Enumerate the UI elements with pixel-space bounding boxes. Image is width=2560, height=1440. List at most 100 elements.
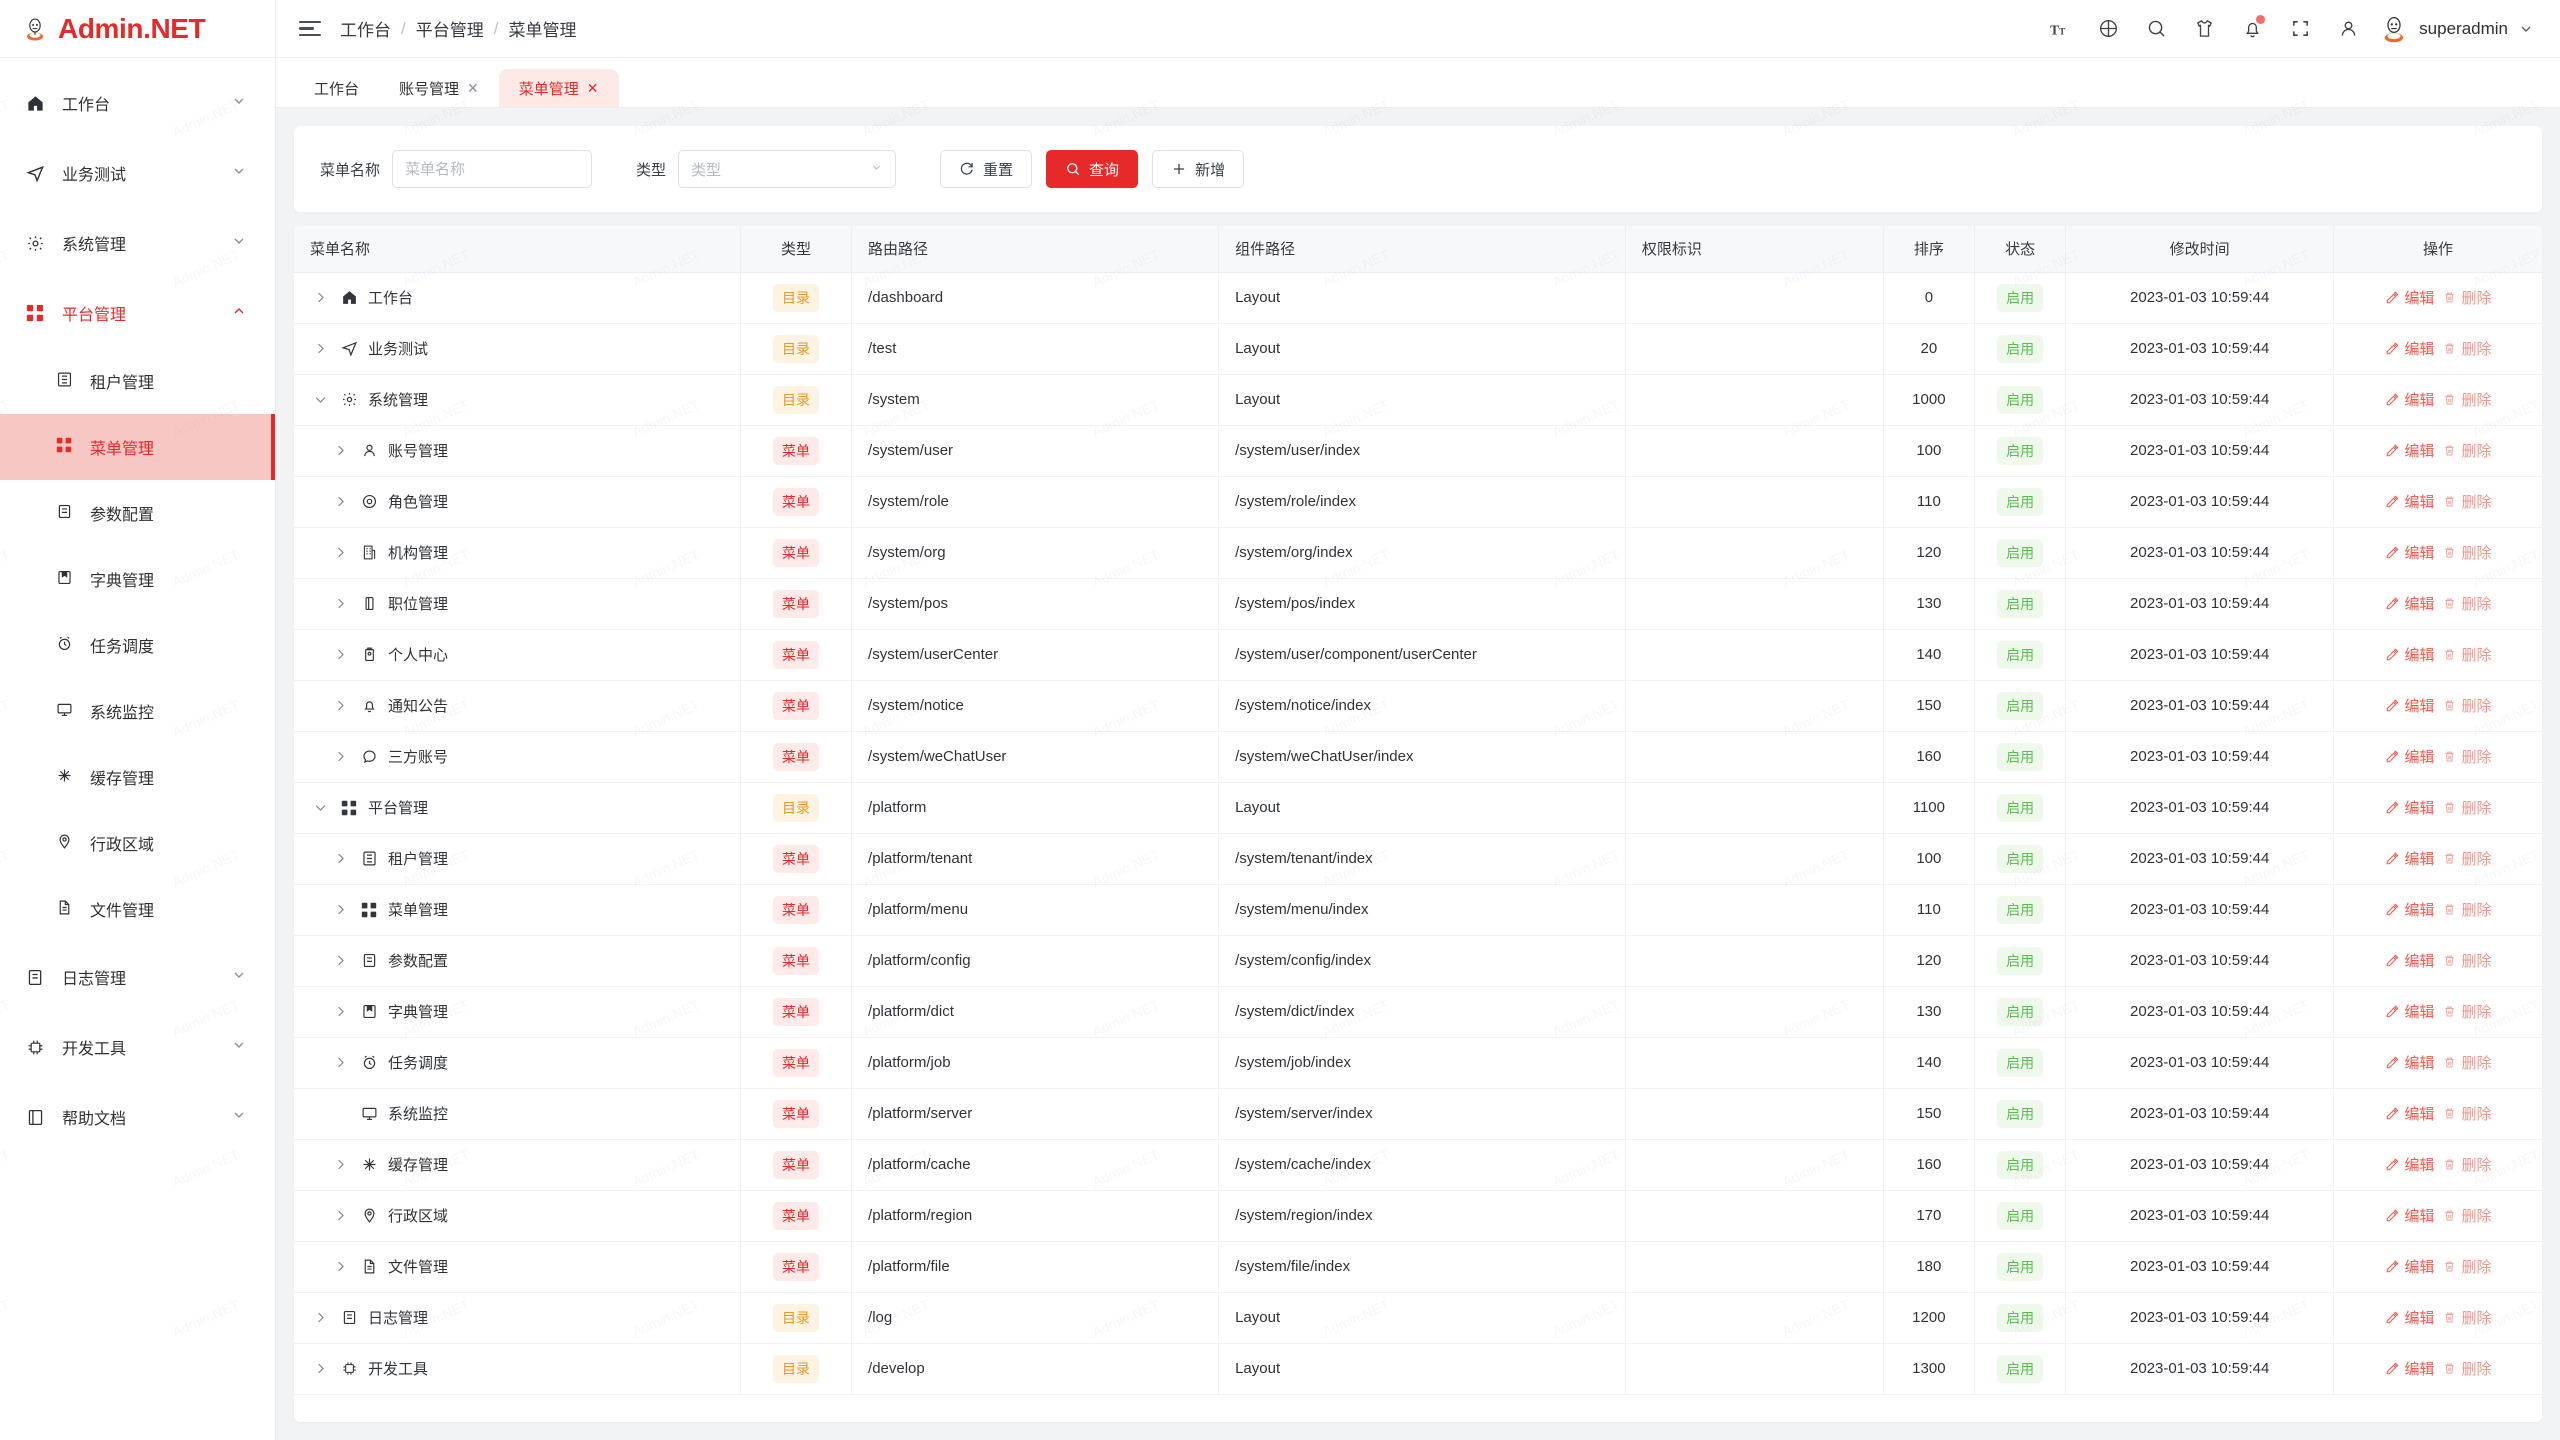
tab-account[interactable]: 账号管理 ✕ xyxy=(379,69,499,107)
chevron-down-icon[interactable] xyxy=(231,93,249,113)
column-header-permission[interactable]: 权限标识 xyxy=(1625,226,1884,273)
chevron-down-icon[interactable] xyxy=(231,163,249,183)
column-header-sort[interactable]: 排序 xyxy=(1883,226,1976,273)
chevron-down-icon[interactable] xyxy=(2518,21,2534,37)
chevron-down-icon[interactable] xyxy=(310,392,330,407)
chevron-right-icon[interactable] xyxy=(310,341,330,356)
chevron-right-icon[interactable] xyxy=(330,953,350,968)
table-row[interactable]: 任务调度 菜单/platform/job/system/job/index 140 启… xyxy=(294,1037,2542,1089)
table-row[interactable]: 账号管理 菜单/system/user/system/user/index 100 启… xyxy=(294,425,2542,477)
sidebar-item-config[interactable]: 参数配置 xyxy=(0,480,275,546)
chevron-right-icon[interactable] xyxy=(330,1055,350,1070)
delete-button[interactable]: 删除 xyxy=(2442,338,2492,359)
chevron-down-icon[interactable] xyxy=(231,1037,249,1057)
table-row[interactable]: 缓存管理 菜单/platform/cache/system/cache/index… xyxy=(294,1139,2542,1191)
sidebar-item-monitor[interactable]: 系统监控 xyxy=(0,678,275,744)
chevron-right-icon[interactable] xyxy=(310,1310,330,1325)
close-icon[interactable]: ✕ xyxy=(467,79,479,96)
theme-shirt-icon[interactable] xyxy=(2189,14,2219,44)
edit-button[interactable]: 编辑 xyxy=(2385,899,2435,920)
sidebar-item-menu[interactable]: 菜单管理 xyxy=(0,414,275,480)
edit-button[interactable]: 编辑 xyxy=(2385,491,2435,512)
chevron-up-icon[interactable] xyxy=(231,303,249,323)
breadcrumb-item-0[interactable]: 工作台 xyxy=(340,21,391,40)
table-row[interactable]: 开发工具 目录/develop Layout 1300 启用 2023-01-03 10:… xyxy=(294,1343,2542,1395)
column-header-component[interactable]: 组件路径 xyxy=(1218,226,1626,273)
chevron-right-icon[interactable] xyxy=(310,290,330,305)
edit-button[interactable]: 编辑 xyxy=(2385,542,2435,563)
edit-button[interactable]: 编辑 xyxy=(2385,287,2435,308)
edit-button[interactable]: 编辑 xyxy=(2385,1358,2435,1379)
edit-button[interactable]: 编辑 xyxy=(2385,950,2435,971)
delete-button[interactable]: 删除 xyxy=(2442,542,2492,563)
edit-button[interactable]: 编辑 xyxy=(2385,1205,2435,1226)
delete-button[interactable]: 删除 xyxy=(2442,1256,2492,1277)
chevron-right-icon[interactable] xyxy=(330,851,350,866)
table-row[interactable]: 系统管理 目录/system Layout 1000 启用 2023-01-03 10:5… xyxy=(294,374,2542,426)
table-row[interactable]: 参数配置 菜单/platform/config/system/config/ind… xyxy=(294,935,2542,987)
table-row[interactable]: 工作台 目录/dashboard Layout 0 启用 2023-01-03 10:59… xyxy=(294,272,2542,324)
brand-logo[interactable]: Admin.NET xyxy=(0,0,275,58)
table-row[interactable]: 行政区域 菜单/platform/region/system/region/ind… xyxy=(294,1190,2542,1242)
chevron-right-icon[interactable] xyxy=(330,494,350,509)
edit-button[interactable]: 编辑 xyxy=(2385,695,2435,716)
sidebar-item-dict[interactable]: 字典管理 xyxy=(0,546,275,612)
tab-dashboard[interactable]: 工作台 xyxy=(294,69,379,107)
chevron-right-icon[interactable] xyxy=(330,545,350,560)
delete-button[interactable]: 删除 xyxy=(2442,389,2492,410)
sidebar-item-tenant[interactable]: 租户管理 xyxy=(0,348,275,414)
table-row[interactable]: 个人中心 菜单/system/userCenter/system/user/com… xyxy=(294,629,2542,681)
table-row[interactable]: 字典管理 菜单/platform/dict/system/dict/index 13… xyxy=(294,986,2542,1038)
breadcrumb-item-1[interactable]: 平台管理 xyxy=(415,21,484,40)
delete-button[interactable]: 删除 xyxy=(2442,695,2492,716)
tab-menu[interactable]: 菜单管理 ✕ xyxy=(498,69,619,107)
edit-button[interactable]: 编辑 xyxy=(2385,797,2435,818)
delete-button[interactable]: 删除 xyxy=(2442,1001,2492,1022)
chevron-down-icon[interactable] xyxy=(231,967,249,987)
delete-button[interactable]: 删除 xyxy=(2442,848,2492,869)
table-row[interactable]: 租户管理 菜单/platform/tenant/system/tenant/ind… xyxy=(294,833,2542,885)
delete-button[interactable]: 删除 xyxy=(2442,1154,2492,1175)
table-row[interactable]: 通知公告 菜单/system/notice/system/notice/index… xyxy=(294,680,2542,732)
chevron-down-icon[interactable] xyxy=(310,800,330,815)
column-header-status[interactable]: 状态 xyxy=(1974,226,2067,273)
sidebar-item-job[interactable]: 任务调度 xyxy=(0,612,275,678)
column-header-type[interactable]: 类型 xyxy=(740,226,853,273)
edit-button[interactable]: 编辑 xyxy=(2385,1103,2435,1124)
table-row[interactable]: 日志管理 目录/log Layout 1200 启用 2023-01-03 10:59:4… xyxy=(294,1292,2542,1344)
chevron-down-icon[interactable] xyxy=(231,233,249,253)
delete-button[interactable]: 删除 xyxy=(2442,797,2492,818)
table-row[interactable]: 平台管理 目录/platform Layout 1100 启用 2023-01-03 10… xyxy=(294,782,2542,834)
chevron-right-icon[interactable] xyxy=(330,647,350,662)
delete-button[interactable]: 删除 xyxy=(2442,287,2492,308)
fullscreen-icon[interactable] xyxy=(2285,14,2315,44)
edit-button[interactable]: 编辑 xyxy=(2385,440,2435,461)
menu-name-input[interactable] xyxy=(392,150,593,188)
user-menu[interactable]: superadmin xyxy=(2379,13,2534,44)
language-globe-icon[interactable] xyxy=(2093,14,2123,44)
delete-button[interactable]: 删除 xyxy=(2442,1307,2492,1328)
chevron-down-icon[interactable] xyxy=(231,1107,249,1127)
delete-button[interactable]: 删除 xyxy=(2442,1205,2492,1226)
table-row[interactable]: 文件管理 菜单/platform/file/system/file/index 18… xyxy=(294,1241,2542,1293)
edit-button[interactable]: 编辑 xyxy=(2385,848,2435,869)
delete-button[interactable]: 删除 xyxy=(2442,746,2492,767)
delete-button[interactable]: 删除 xyxy=(2442,593,2492,614)
table-row[interactable]: 职位管理 菜单/system/pos/system/pos/index 130 启用 2… xyxy=(294,578,2542,630)
chevron-right-icon[interactable] xyxy=(330,902,350,917)
chevron-right-icon[interactable] xyxy=(330,1157,350,1172)
chevron-right-icon[interactable] xyxy=(330,443,350,458)
edit-button[interactable]: 编辑 xyxy=(2385,338,2435,359)
delete-button[interactable]: 删除 xyxy=(2442,1358,2492,1379)
delete-button[interactable]: 删除 xyxy=(2442,950,2492,971)
edit-button[interactable]: 编辑 xyxy=(2385,746,2435,767)
sidebar-item-platform[interactable]: 平台管理 xyxy=(0,278,275,348)
chevron-right-icon[interactable] xyxy=(330,749,350,764)
sidebar-item-business-test[interactable]: 业务测试 xyxy=(0,138,275,208)
sidebar-item-system[interactable]: 系统管理 xyxy=(0,208,275,278)
delete-button[interactable]: 删除 xyxy=(2442,440,2492,461)
table-row[interactable]: 角色管理 菜单/system/role/system/role/index 110 启… xyxy=(294,476,2542,528)
edit-button[interactable]: 编辑 xyxy=(2385,389,2435,410)
table-row[interactable]: 业务测试 目录/test Layout 20 启用 2023-01-03 10:59:44… xyxy=(294,323,2542,375)
